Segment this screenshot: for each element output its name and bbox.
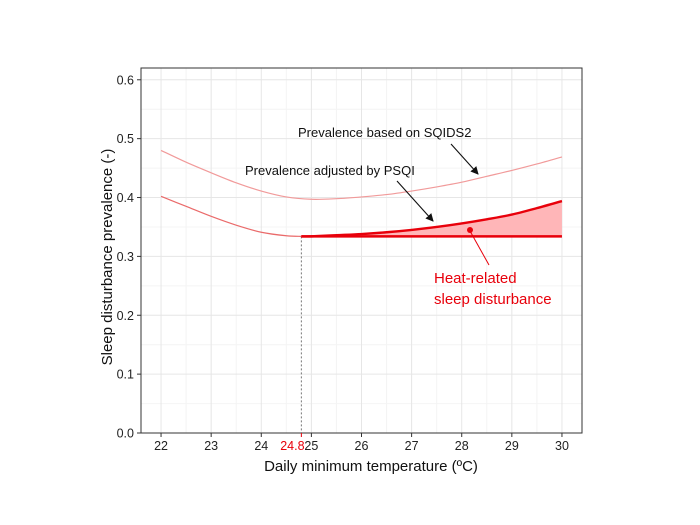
y-tick-label: 0.1 [117, 368, 134, 382]
x-tick-label: 28 [455, 439, 469, 453]
series-layer [160, 149, 563, 238]
area-label-line-1: Heat-related [434, 270, 517, 287]
annotation-arrow-sqids2 [450, 143, 479, 175]
x-axis-title: Daily minimum temperature (ºC) [264, 458, 478, 475]
x-tick-label: 22 [154, 439, 168, 453]
y-tick-label: 0.3 [117, 250, 134, 264]
y-tick-label: 0.5 [117, 132, 134, 146]
series-line-sqids2 [160, 149, 563, 200]
heat-area-layer [301, 201, 562, 237]
annotation-sqids2: Prevalence based on SQIDS2 [298, 125, 471, 140]
y-tick-label: 0.6 [117, 73, 134, 87]
annotation-psqi: Prevalence adjusted by PSQI [245, 163, 415, 178]
x-tick-label: 27 [405, 439, 419, 453]
x-tick-label: 24 [254, 439, 268, 453]
area-label-line-2: sleep disturbance [434, 291, 552, 308]
area-label-leader [469, 230, 490, 266]
threshold-tick-label: 24.8 [280, 439, 304, 453]
area-label-dot [467, 227, 473, 233]
x-tick-label: 29 [505, 439, 519, 453]
annotation-arrow-psqi [396, 180, 434, 222]
x-tick-label: 25 [304, 439, 318, 453]
y-tick-label: 0.4 [117, 191, 134, 205]
series-line-psqi [160, 195, 302, 237]
tick-layer: 22 23 24 25 26 27 28 29 30 0.0 0.1 0.2 0.3 0.4 0.5 0.6 2… [117, 73, 569, 453]
gridlines [141, 68, 582, 434]
heat-related-area [301, 201, 562, 237]
x-tick-label: 23 [204, 439, 218, 453]
y-axis-title: Sleep disturbance prevalence (-) [99, 149, 116, 366]
x-tick-label: 30 [555, 439, 569, 453]
y-tick-label: 0.0 [117, 427, 134, 441]
y-tick-label: 0.2 [117, 309, 134, 323]
x-tick-label: 26 [355, 439, 369, 453]
